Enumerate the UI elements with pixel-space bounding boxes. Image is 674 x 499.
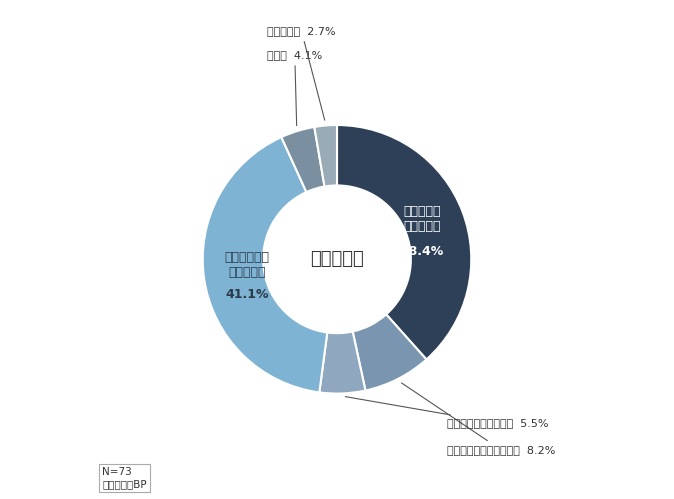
Wedge shape [319,331,365,394]
Text: 主たる目的: 主たる目的 [310,250,364,268]
Text: 企業イメージを高めたい  8.2%: 企業イメージを高めたい 8.2% [402,383,555,455]
Text: 41.1%: 41.1% [226,288,269,301]
Text: 社会的課題を
解決したい: 社会的課題を 解決したい [224,251,270,279]
Text: 研究開発に貢献したい  5.5%: 研究開発に貢献したい 5.5% [345,397,549,428]
Text: N=73
出所：日経BP: N=73 出所：日経BP [102,468,147,489]
Text: その他  4.1%: その他 4.1% [267,50,322,126]
Text: 売り上げに
貢献したい: 売り上げに 貢献したい [403,206,441,234]
Wedge shape [281,127,325,192]
Text: 38.4%: 38.4% [400,245,443,258]
Wedge shape [337,125,471,359]
Wedge shape [203,137,328,392]
Text: 分からない  2.7%: 分からない 2.7% [267,26,336,120]
Wedge shape [353,314,427,391]
Wedge shape [314,125,337,187]
